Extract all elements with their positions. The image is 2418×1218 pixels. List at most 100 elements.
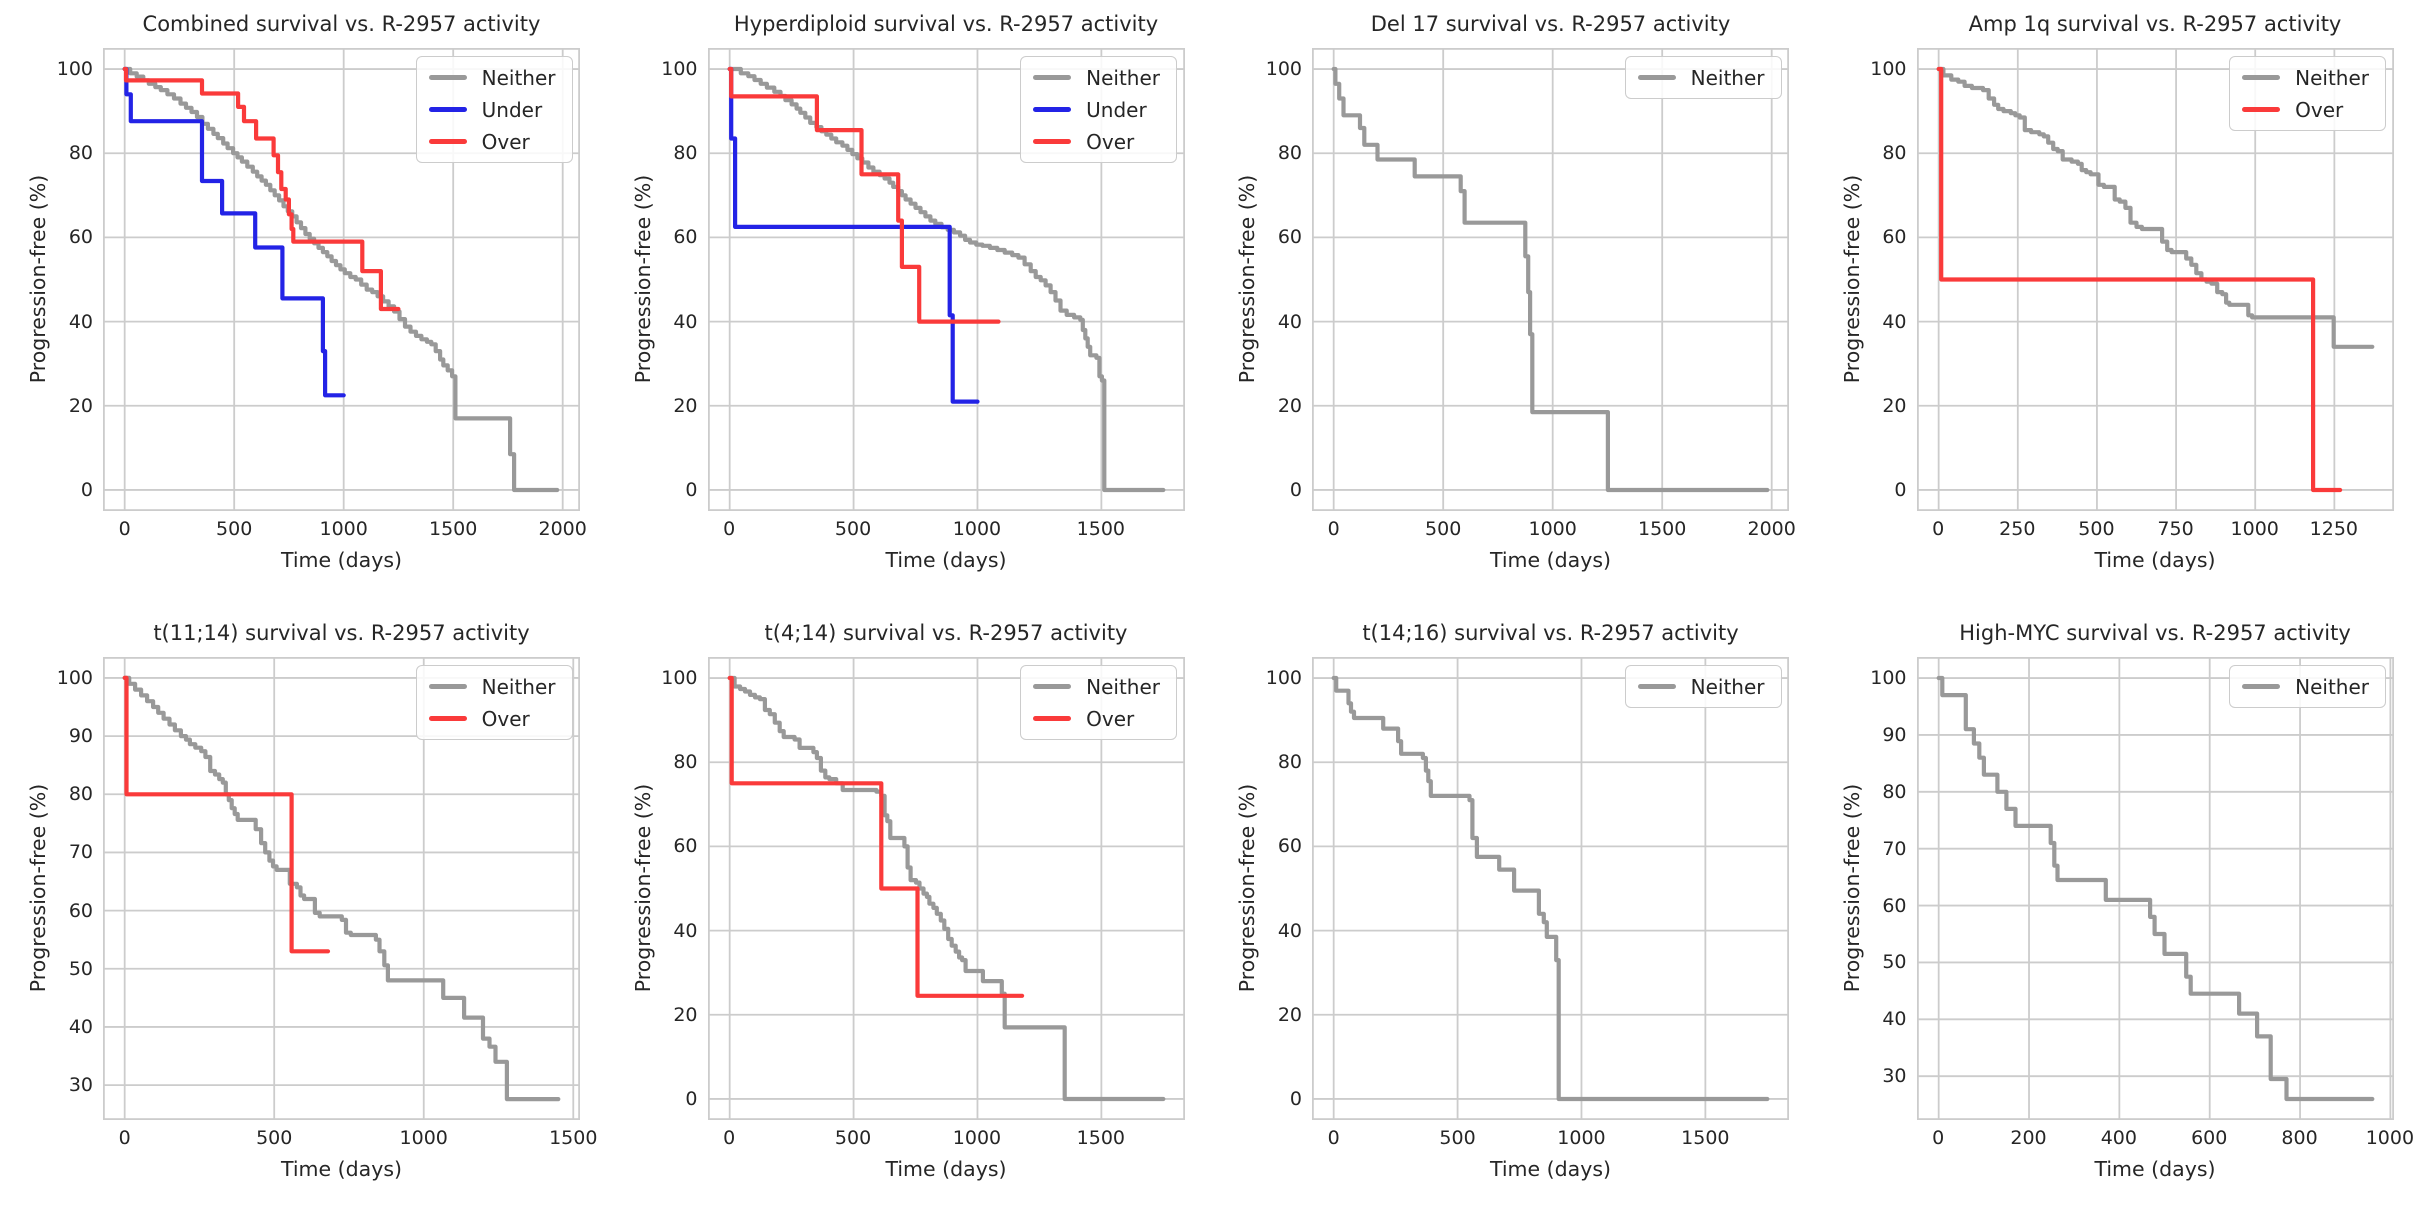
y-tick-label: 80	[673, 142, 698, 165]
y-gridlines	[1312, 68, 1789, 491]
x-tick-label: 1000	[2230, 518, 2279, 540]
y-gridlines	[1916, 677, 2394, 1078]
plot-title: t(14;16) survival vs. R-2957 activity	[1362, 621, 1739, 645]
y-tick-label: 100	[1265, 667, 1302, 690]
x-axis-label: Time (days)	[2094, 548, 2216, 572]
x-tick-label: 800	[2281, 1127, 2318, 1149]
x-tick-label: 0	[1327, 1127, 1340, 1149]
y-axis-label: Progression-free (%)	[1235, 783, 1259, 993]
y-tick-label: 80	[1882, 142, 1907, 165]
x-tick-label: 500	[834, 518, 872, 540]
subplot-7: t(14;16) survival vs. R-2957 activity Pr…	[1209, 609, 1814, 1218]
plot-title: Del 17 survival vs. R-2957 activity	[1370, 12, 1731, 36]
x-tick-label: 1250	[2309, 518, 2359, 540]
y-axis-label: Progression-free (%)	[630, 783, 655, 993]
y-tick-label: 70	[1882, 837, 1907, 860]
legend: Neither	[2229, 665, 2386, 708]
x-tick-label: 1500	[1076, 518, 1126, 540]
legend-line-swatch	[428, 139, 467, 144]
plot-area	[103, 48, 580, 511]
plot-title: Hyperdiploid survival vs. R-2957 activit…	[733, 12, 1159, 36]
x-gridlines	[1332, 48, 1773, 511]
x-tick-label: 500	[834, 1127, 872, 1149]
legend-line-swatch	[1033, 716, 1072, 721]
plot-title: t(4;14) survival vs. R-2957 activity	[764, 621, 1128, 645]
legend: Neither	[1624, 665, 1782, 708]
subplot-1: Combined survival vs. R-2957 activity Pr…	[0, 0, 605, 609]
legend: Neither Under Over	[415, 56, 573, 163]
legend-label: Neither	[481, 674, 556, 699]
y-tick-label: 0	[80, 478, 93, 501]
legend-label: Neither	[481, 65, 556, 90]
y-tick-label: 20	[673, 1003, 698, 1026]
plot-frame	[1312, 657, 1789, 1120]
survival-curve-neither	[727, 66, 1165, 493]
legend-line-swatch	[428, 75, 467, 80]
survival-curve-over	[1936, 66, 2342, 493]
y-tick-label: 80	[1277, 142, 1302, 165]
survival-curve-under	[122, 66, 346, 398]
y-tick-label: 100	[1870, 667, 1907, 690]
y-tick-label: 20	[68, 394, 93, 417]
legend-label: Neither	[1690, 65, 1765, 90]
y-tick-label: 40	[1277, 919, 1302, 942]
legend: Neither Over	[2229, 56, 2386, 131]
survival-curve-neither	[1331, 675, 1770, 1102]
legend-line-swatch	[1033, 684, 1072, 689]
x-tick-label: 500	[2078, 518, 2115, 540]
plot-area	[1312, 657, 1789, 1120]
survival-curve-neither	[122, 66, 560, 493]
legend-item-neither: Neither	[1033, 671, 1160, 702]
y-axis-label: Progression-free (%)	[1839, 174, 1864, 384]
y-tick-label: 40	[68, 310, 93, 333]
x-tick-label: 400	[2100, 1127, 2137, 1149]
plot-frame	[1916, 48, 2394, 511]
plot-title: Amp 1q survival vs. R-2957 activity	[1968, 12, 2342, 36]
y-tick-label: 100	[661, 667, 698, 690]
y-tick-label: 20	[1882, 394, 1907, 417]
x-tick-label: 1500	[1681, 1127, 1730, 1149]
y-axis-label: Progression-free (%)	[26, 174, 50, 384]
y-tick-label: 40	[673, 919, 698, 942]
y-tick-label: 60	[68, 226, 93, 249]
subplot-2: Hyperdiploid survival vs. R-2957 activit…	[605, 0, 1210, 609]
plot-area	[1916, 657, 2394, 1120]
legend-label: Neither	[1086, 65, 1160, 90]
legend: Neither Under Over	[1020, 56, 1177, 163]
legend-line-swatch	[2242, 75, 2281, 80]
y-tick-label: 30	[68, 1074, 93, 1097]
x-tick-label: 500	[216, 518, 253, 540]
x-tick-label: 1000	[1528, 518, 1577, 540]
x-tick-label: 250	[1999, 518, 2036, 540]
survival-curve-neither	[727, 675, 1165, 1102]
plot-frame	[707, 657, 1185, 1120]
x-tick-label: 0	[723, 518, 736, 540]
x-tick-label: 600	[2191, 1127, 2228, 1149]
legend-label: Neither	[1690, 674, 1765, 699]
y-tick-label: 50	[68, 957, 93, 980]
x-tick-label: 0	[1327, 518, 1340, 540]
plot-frame	[103, 657, 580, 1120]
y-tick-label: 20	[1277, 394, 1302, 417]
legend-line-swatch	[428, 684, 467, 689]
x-tick-label: 1000	[952, 518, 1002, 540]
y-tick-label: 20	[1277, 1003, 1302, 1026]
survival-curve-under	[727, 66, 980, 404]
y-tick-label: 80	[1882, 780, 1907, 803]
legend-item-neither: Neither	[428, 62, 556, 93]
x-gridlines	[1332, 657, 1707, 1120]
y-tick-label: 60	[68, 899, 93, 922]
y-tick-label: 100	[56, 666, 93, 689]
subplot-4: Amp 1q survival vs. R-2957 activity Prog…	[1814, 0, 2418, 609]
legend-item-over: Over	[428, 703, 556, 734]
plot-title: High-MYC survival vs. R-2957 activity	[1959, 621, 2351, 645]
plot-area	[707, 657, 1185, 1120]
legend-line-swatch	[1637, 75, 1676, 80]
x-tick-label: 1500	[1638, 518, 1687, 540]
y-tick-label: 40	[1277, 310, 1302, 333]
legend-item-over: Over	[428, 126, 556, 157]
legend-label: Under	[481, 97, 543, 122]
legend-item-neither: Neither	[1637, 671, 1765, 702]
legend-label: Neither	[1086, 674, 1160, 699]
